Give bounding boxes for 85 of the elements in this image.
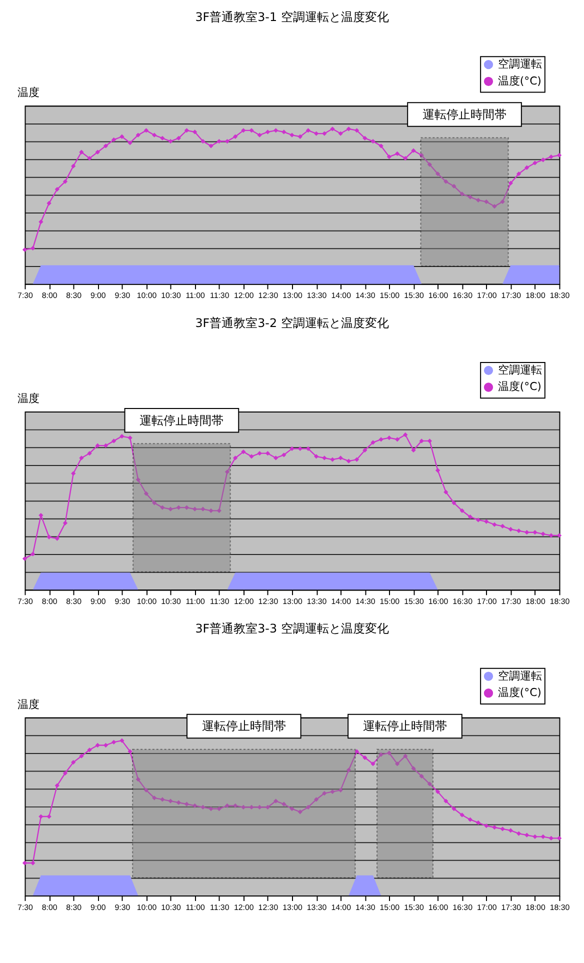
x-tick-label: 9:30	[114, 902, 131, 912]
x-tick-label: 16:00	[428, 291, 449, 300]
x-tick-label: 8:30	[66, 597, 82, 606]
x-tick-label: 14:30	[355, 291, 376, 300]
chart-title: 3F普通教室3-3 空調運転と温度変化	[195, 622, 389, 636]
x-tick-label: 15:00	[380, 902, 400, 912]
legend-label: 空調運転	[498, 363, 542, 376]
x-tick-label: 16:30	[452, 597, 474, 606]
x-tick-label: 8:30	[66, 902, 82, 912]
x-tick-label: 8:00	[42, 291, 58, 300]
y-axis-title: 温度	[17, 86, 40, 100]
x-tick-label: 17:00	[476, 291, 498, 300]
x-tick-label: 13:30	[306, 291, 328, 300]
x-tick-label: 7:30	[18, 597, 34, 606]
x-tick-label: 8:30	[66, 291, 82, 300]
x-tick-label: 15:00	[380, 597, 400, 606]
x-tick-label: 11:30	[210, 902, 230, 912]
x-tick-label: 8:00	[42, 902, 58, 912]
x-tick-label: 14:00	[331, 902, 352, 912]
x-tick-label: 16:30	[452, 291, 474, 300]
x-tick-label: 13:30	[306, 902, 328, 912]
x-tick-label: 12:30	[258, 902, 279, 912]
x-tick-label: 11:30	[210, 597, 230, 606]
x-tick-label: 9:00	[90, 902, 106, 912]
x-tick-label: 10:00	[136, 597, 158, 606]
x-tick-label: 12:30	[258, 291, 279, 300]
x-tick-label: 18:30	[550, 902, 570, 912]
x-tick-label: 11:00	[186, 597, 206, 606]
y-axis-title: 温度	[17, 698, 40, 711]
x-tick-label: 17:00	[476, 902, 498, 912]
x-tick-label: 10:30	[161, 902, 182, 912]
x-tick-label: 18:00	[526, 597, 546, 606]
x-tick-label: 18:30	[550, 291, 570, 300]
band-label: 運転停止時間帯	[362, 719, 447, 734]
x-tick-label: 10:00	[136, 902, 158, 912]
y-axis-title: 温度	[17, 392, 40, 406]
x-tick-label: 17:30	[501, 902, 522, 912]
x-tick-label: 7:30	[18, 902, 34, 912]
x-tick-label: 10:30	[161, 597, 182, 606]
x-tick-label: 7:30	[18, 291, 34, 300]
legend-label: 空調運転	[498, 58, 542, 71]
x-tick-label: 12:30	[258, 597, 279, 606]
x-tick-label: 12:00	[234, 597, 254, 606]
x-tick-label: 10:30	[161, 291, 182, 300]
x-tick-label: 11:00	[186, 902, 206, 912]
x-tick-label: 14:30	[355, 902, 376, 912]
legend-label: 温度(°C)	[498, 74, 542, 88]
x-tick-label: 8:00	[42, 597, 58, 606]
x-tick-label: 15:30	[404, 902, 424, 912]
x-tick-label: 10:00	[136, 291, 158, 300]
band-label: 運転停止時間帯	[422, 108, 506, 122]
x-tick-label: 14:30	[355, 597, 376, 606]
x-tick-label: 9:00	[90, 291, 106, 300]
x-tick-label: 18:30	[550, 597, 570, 606]
legend-label: 温度(°C)	[498, 380, 542, 394]
x-tick-label: 15:30	[404, 291, 424, 300]
chart-title: 3F普通教室3-2 空調運転と温度変化	[195, 316, 389, 330]
x-tick-label: 14:00	[331, 291, 352, 300]
x-tick-label: 9:30	[114, 597, 131, 606]
x-tick-label: 11:00	[186, 291, 206, 300]
x-tick-label: 16:00	[428, 597, 449, 606]
band-label: 運転停止時間帯	[140, 413, 224, 428]
x-tick-label: 16:30	[452, 902, 474, 912]
x-tick-label: 17:00	[476, 597, 498, 606]
x-tick-label: 13:30	[306, 597, 328, 606]
x-tick-label: 9:30	[114, 291, 131, 300]
x-tick-label: 12:00	[234, 902, 254, 912]
x-tick-label: 18:00	[526, 902, 546, 912]
x-tick-label: 12:00	[234, 291, 254, 300]
x-tick-label: 13:00	[282, 291, 303, 300]
x-tick-label: 17:30	[501, 291, 522, 300]
x-tick-label: 14:00	[331, 597, 352, 606]
x-tick-label: 15:00	[380, 291, 400, 300]
x-tick-label: 17:30	[501, 597, 522, 606]
chart-title: 3F普通教室3-1 空調運転と温度変化	[195, 10, 389, 24]
x-tick-label: 11:30	[210, 291, 230, 300]
band-label: 運転停止時間帯	[202, 719, 286, 734]
x-tick-label: 13:00	[282, 597, 303, 606]
x-tick-label: 9:00	[90, 597, 106, 606]
legend-label: 空調運転	[498, 669, 542, 682]
x-tick-label: 13:00	[282, 902, 303, 912]
x-tick-label: 16:00	[428, 902, 449, 912]
x-tick-label: 15:30	[404, 597, 424, 606]
legend-label: 温度(°C)	[498, 686, 542, 700]
x-tick-label: 18:00	[526, 291, 546, 300]
